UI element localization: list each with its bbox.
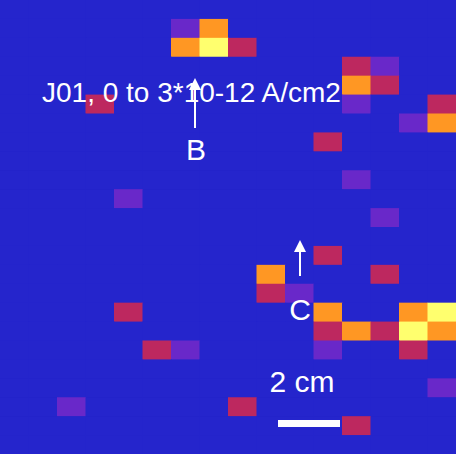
svg-text:C: C xyxy=(289,293,311,326)
svg-text:J01, 0 to 3*10-12 A/cm2: J01, 0 to 3*10-12 A/cm2 xyxy=(42,77,341,108)
svg-text:B: B xyxy=(186,133,206,166)
svg-text:2 cm: 2 cm xyxy=(269,365,334,398)
